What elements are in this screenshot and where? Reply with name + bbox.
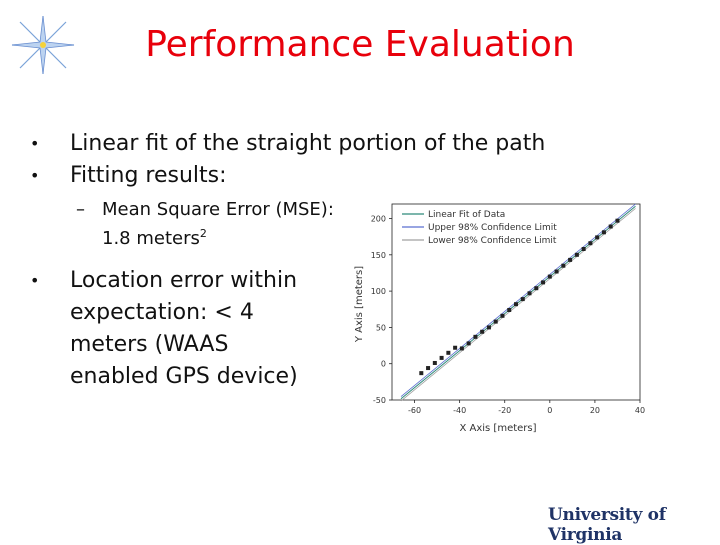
data-point — [419, 371, 424, 376]
y-tick-label: 200 — [371, 215, 386, 224]
data-point — [615, 218, 620, 223]
data-point — [547, 274, 552, 279]
data-point — [601, 230, 606, 235]
bullet-dot-icon: • — [30, 134, 40, 153]
data-point — [574, 252, 579, 257]
data-point — [554, 269, 559, 274]
data-point — [466, 341, 471, 346]
scatter-chart: -60 -40 -20 0 20 40 -50 0 50 100 150 200 Linear Fit… — [354, 203, 645, 434]
data-point — [608, 224, 613, 229]
y-tick-label: 100 — [371, 287, 386, 296]
data-point — [480, 329, 485, 334]
compass-star-icon — [11, 15, 75, 75]
plot-frame — [391, 203, 641, 401]
x-tick-label: 20 — [590, 406, 600, 415]
x-tick-label: -60 — [408, 406, 421, 415]
y-tick-label: 150 — [371, 251, 386, 260]
y-tick-label: 0 — [381, 360, 386, 369]
bullet-line: meters (WAAS — [70, 332, 229, 357]
bullet-list: • Linear fit of the straight portion of … — [26, 128, 646, 393]
chart-plot-layer: -60 -40 -20 0 20 40 -50 0 50 100 150 200 — [371, 203, 645, 415]
lower-confidence-line — [400, 208, 636, 402]
sub-bullet-item: – Mean Square Error (MSE): 1.8 meters2 — [26, 198, 334, 251]
x-axis-label: X Axis [meters] — [459, 423, 536, 434]
legend-label: Lower 98% Confidence Limit — [428, 236, 557, 246]
data-point — [426, 366, 431, 371]
bullet-line: Location error within — [70, 268, 298, 293]
legend-label: Linear Fit of Data — [428, 210, 505, 220]
data-point — [486, 325, 491, 330]
data-point — [541, 280, 546, 285]
x-tick-label: 40 — [635, 406, 645, 415]
bullet-dot-icon: • — [30, 271, 40, 290]
superscript: 2 — [199, 227, 207, 240]
data-point — [534, 286, 539, 291]
bullet-item: • Location error within expectation: < 4… — [26, 265, 370, 393]
data-point — [568, 257, 573, 262]
dash-icon: – — [76, 199, 85, 220]
sub-bullet-text: Mean Square Error (MSE): 1.8 meters — [102, 199, 334, 249]
x-tick-label: -40 — [453, 406, 466, 415]
data-point — [595, 235, 600, 240]
data-point — [500, 313, 505, 318]
y-axis-label: Y Axis [meters] — [354, 266, 365, 343]
data-point — [446, 350, 451, 355]
data-point — [432, 360, 437, 365]
legend-label: Upper 98% Confidence Limit — [428, 223, 557, 233]
y-tick-label: 50 — [376, 323, 386, 332]
data-point — [514, 302, 518, 307]
data-point — [507, 307, 512, 312]
x-tick-label: -20 — [498, 406, 511, 415]
data-point — [527, 291, 532, 296]
x-tick-label: 0 — [547, 406, 552, 415]
bullet-text: Fitting results: — [70, 163, 227, 188]
slide-title: Performance Evaluation — [145, 24, 575, 65]
bullet-text: Linear fit of the straight portion of th… — [70, 131, 546, 156]
data-point — [473, 334, 478, 339]
data-point — [439, 355, 444, 360]
bullet-line: expectation: < 4 — [70, 300, 254, 325]
data-point — [588, 241, 593, 246]
university-wordmark: University of Virginia — [548, 505, 666, 545]
data-point — [581, 247, 586, 252]
chart-legend: Linear Fit of Data Upper 98% Confidence … — [402, 210, 557, 246]
data-point — [453, 345, 458, 350]
bullet-dot-icon: • — [30, 166, 40, 185]
bullet-item: • Linear fit of the straight portion of … — [26, 128, 646, 160]
data-point — [520, 297, 525, 302]
bullet-item: • Fitting results: — [26, 160, 646, 192]
data-point — [459, 346, 464, 351]
data-point — [493, 319, 498, 324]
bullet-line: enabled GPS device) — [70, 364, 298, 389]
y-tick-label: -50 — [373, 396, 386, 405]
data-point — [561, 263, 566, 268]
